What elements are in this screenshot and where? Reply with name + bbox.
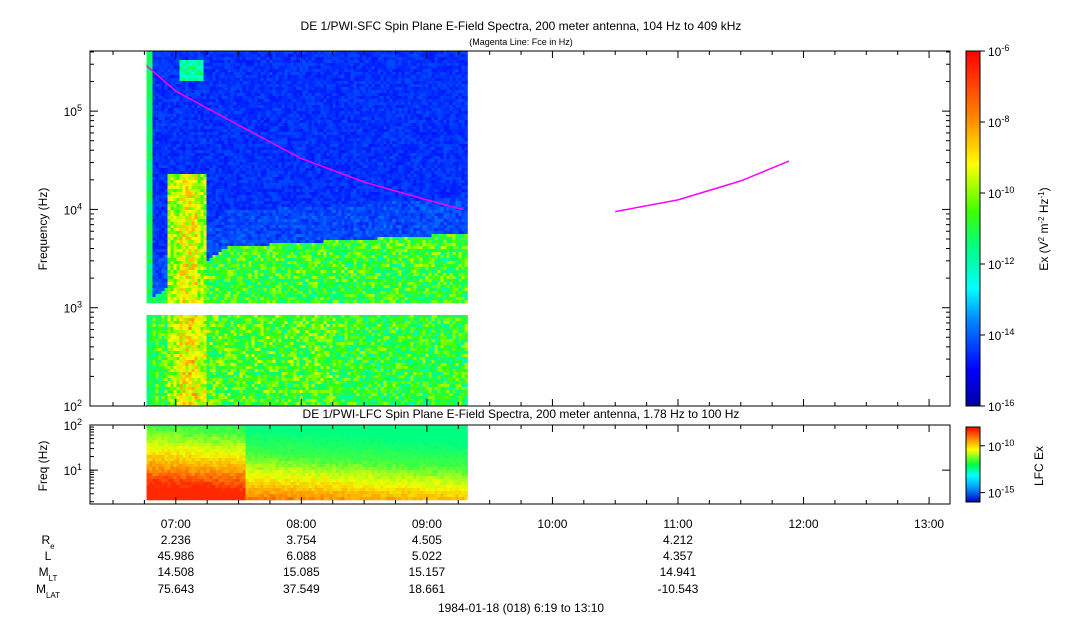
ephemeris-label: Re	[41, 533, 55, 551]
ephemeris-value: -10.543	[658, 582, 699, 596]
sfc-colorbar: 10-6 10-8 10-10 10-12 10-14 10-16	[966, 43, 1014, 414]
sfc-spectrogram-image	[147, 51, 468, 408]
sfc-y-tick-label: 104	[64, 201, 82, 217]
ephemeris-value: 3.754	[286, 533, 316, 547]
time-tick-label: 10:00	[537, 517, 567, 531]
time-tick-label: 07:00	[161, 517, 191, 531]
time-tick-label: 09:00	[412, 517, 442, 531]
sfc-colorbar-ticks: 10-6 10-8 10-10 10-12 10-14 10-16	[980, 43, 1014, 414]
time-tick-label: 13:00	[914, 517, 944, 531]
ephemeris-value: 2.236	[161, 533, 191, 547]
sfc-colorbar-label: Ex (V2 m-2 Hz-1)	[1037, 187, 1052, 270]
ephemeris-value: 15.157	[409, 565, 446, 579]
sfc-colorbar-tick-label: 10-6	[988, 43, 1009, 59]
lfc-y-axis-label: Freq (Hz)	[36, 441, 50, 492]
sfc-colorbar-tick-label: 10-14	[988, 327, 1014, 343]
ephemeris-value: 45.986	[157, 549, 194, 563]
lfc-colorbar-tick-label: 10-15	[988, 485, 1014, 501]
time-tick-label: 11:00	[663, 517, 692, 531]
ephemeris-value: 18.661	[409, 582, 446, 596]
ephemeris-value: 75.643	[157, 582, 194, 596]
ephemeris-value: 4.505	[412, 533, 442, 547]
lfc-colorbar-label: LFC Ex	[1032, 446, 1046, 486]
lfc-colorbar-tick-label: 10-10	[988, 438, 1014, 454]
ephemeris-value: 15.085	[283, 565, 320, 579]
lfc-y-tick-label: 102	[64, 417, 82, 433]
time-axis-labels: 07:00 08:00 09:00 10:00 11:00 12:00 13:00	[161, 517, 945, 531]
bottom-panel-title: DE 1/PWI-LFC Spin Plane E-Field Spectra,…	[303, 407, 740, 421]
ephemeris-value: 14.941	[660, 565, 697, 579]
sfc-colorbar-tick-label: 10-10	[988, 185, 1014, 201]
time-tick-label: 12:00	[789, 517, 819, 531]
sfc-y-tick-label: 105	[64, 103, 82, 119]
time-range-footer: 1984-01-18 (018) 6:19 to 13:10	[438, 601, 604, 615]
sfc-colorbar-tick-label: 10-12	[988, 256, 1014, 272]
sfc-colorbar-tick-label: 10-8	[988, 114, 1009, 130]
lfc-colorbar-ticks: 10-10 10-15	[980, 438, 1014, 501]
sfc-y-tick-label: 103	[64, 300, 82, 316]
ephemeris-label: L	[45, 549, 52, 563]
time-tick-label: 08:00	[286, 517, 316, 531]
ephemeris-value: 37.549	[283, 582, 320, 596]
ephemeris-label: MLT	[39, 565, 58, 583]
sfc-spectrogram-panel: 102 103 104 105	[64, 51, 950, 414]
ephemeris-value: 4.357	[663, 549, 693, 563]
lfc-colorbar: 10-10 10-15	[966, 427, 1014, 502]
ephemeris-value: 14.508	[157, 565, 194, 579]
ephemeris-value: 6.088	[286, 549, 316, 563]
sfc-y-tick-label: 102	[64, 398, 82, 414]
ephemeris-value: 5.022	[412, 549, 442, 563]
ephemeris-table: 2.236 45.986 14.508 75.643 3.754 6.088 15.085 3…	[157, 533, 698, 596]
lfc-spectrogram-panel: 101 102	[64, 417, 950, 504]
top-panel-title: DE 1/PWI-SFC Spin Plane E-Field Spectra,…	[301, 19, 742, 33]
lfc-spectrogram-image	[147, 425, 468, 500]
sfc-colorbar-tick-label: 10-16	[988, 398, 1014, 414]
ephemeris-value: 4.212	[663, 533, 693, 547]
sfc-y-axis-label: Frequency (Hz)	[36, 188, 50, 271]
ephemeris-label: MLAT	[36, 582, 60, 600]
lfc-y-tick-label: 101	[64, 462, 82, 478]
top-panel-subtitle: (Magenta Line: Fce in Hz)	[469, 37, 573, 47]
